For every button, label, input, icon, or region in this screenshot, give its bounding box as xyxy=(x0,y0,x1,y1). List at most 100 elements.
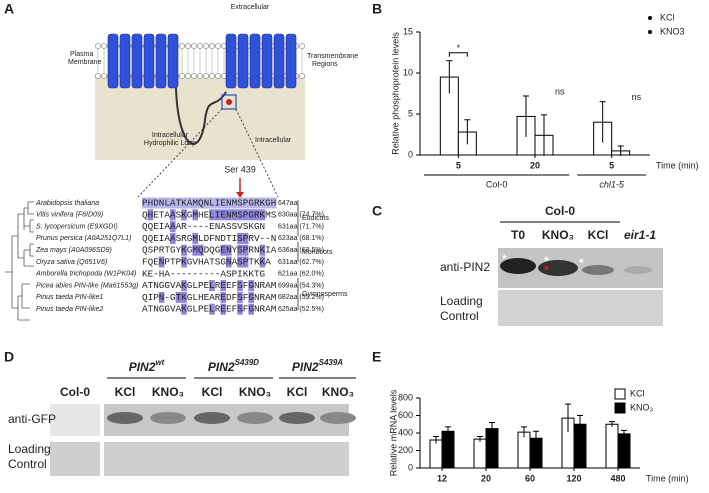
helix xyxy=(119,33,131,89)
loop xyxy=(175,87,227,145)
row-label: Loading xyxy=(440,294,483,308)
helix xyxy=(107,33,119,89)
lane-label: KNO₃ xyxy=(239,385,271,399)
lipid-head xyxy=(209,73,215,79)
group-label: Col-0 xyxy=(486,179,508,189)
helix xyxy=(249,33,261,89)
conserved-cell xyxy=(181,244,187,256)
bar xyxy=(441,430,455,469)
row-label: Control xyxy=(440,309,479,323)
site-label: Ser 439 xyxy=(224,164,256,174)
conserved-cell xyxy=(231,197,238,209)
zoom-line xyxy=(235,108,279,198)
blot-c: Col-0 anti-PIN2 Loading Control xyxy=(440,204,663,326)
band xyxy=(624,266,652,274)
x-tick-label: 480 xyxy=(610,473,625,483)
helix xyxy=(273,33,285,89)
group-label: PIN2S439D xyxy=(208,358,259,374)
helix xyxy=(237,33,249,89)
legend-label: KCl xyxy=(630,388,645,398)
conserved-cell xyxy=(147,197,154,209)
length: 699aa (54.3%) xyxy=(278,282,324,289)
lane-label: KNO₃ xyxy=(152,385,184,399)
conserved-cell xyxy=(186,197,193,209)
conserved-cell xyxy=(270,197,277,209)
species: Arabidopsis thaliana xyxy=(35,200,99,207)
conserved-cell xyxy=(147,209,154,221)
x-tick-label: 20 xyxy=(481,473,491,483)
helix xyxy=(225,33,237,89)
conserved-cell xyxy=(181,291,187,303)
legend-marker xyxy=(614,388,626,400)
lipid-head xyxy=(197,43,203,49)
legend-label: KNO₃ xyxy=(630,402,654,412)
lipid-head xyxy=(299,73,305,79)
conserved-cell xyxy=(198,244,204,256)
conserved-cell xyxy=(142,197,148,209)
panel-label: D xyxy=(4,349,14,365)
lipid-head xyxy=(215,43,221,49)
sequence: KE-HA---------ASPIKKTG xyxy=(142,268,266,279)
x-axis-title: Time (min) xyxy=(656,160,699,170)
membrane-diagram: Extracellular Plasma Membrane Transmembr… xyxy=(68,4,358,198)
band xyxy=(538,260,578,276)
conserved-cell xyxy=(226,197,232,209)
legend-marker xyxy=(648,16,652,20)
sig-bracket xyxy=(448,52,468,57)
sequence: ATNGGVAKGLPELREEFSFGNRAM xyxy=(142,304,276,315)
lane-label: KNO₃ xyxy=(542,228,574,242)
lane-label: eir1-1 xyxy=(624,228,656,242)
annotation: * xyxy=(457,43,461,53)
conserved-cell xyxy=(254,197,260,209)
site-arrow-head xyxy=(236,192,244,198)
bar xyxy=(517,431,531,469)
tree xyxy=(5,201,34,321)
legend-label: KCl xyxy=(660,12,675,22)
species: Picea abies PIN-like (Ma61553g) xyxy=(36,282,138,289)
y-tick-label: 5 xyxy=(408,108,413,118)
row-label: anti-PIN2 xyxy=(440,260,490,274)
conserved-cell xyxy=(220,303,226,315)
conserved-cell xyxy=(220,197,226,209)
helix xyxy=(261,33,273,89)
clade: Monocots xyxy=(302,249,333,256)
panel-label: E xyxy=(372,349,381,365)
lipid-head xyxy=(185,73,191,79)
helices xyxy=(107,33,297,89)
conserved-cell xyxy=(214,197,221,209)
lane-label: KCl xyxy=(287,385,308,399)
conserved-cell xyxy=(170,221,176,233)
length: 630aa (74.7%) xyxy=(278,212,324,219)
conserved-cell xyxy=(259,244,266,256)
conserved-cell xyxy=(175,197,182,209)
conserved-cell xyxy=(220,244,226,256)
lane-label: T0 xyxy=(511,228,525,242)
conserved-cell xyxy=(203,197,210,209)
y-tick-label: 10 xyxy=(403,67,413,77)
control-label: Col-0 xyxy=(60,385,90,399)
conserved-cell xyxy=(248,197,254,209)
conserved-cell xyxy=(248,291,254,303)
row-label: Control xyxy=(8,457,47,471)
loading-blot xyxy=(104,442,349,476)
label: Intracellular xyxy=(152,132,189,139)
label: Extracellular xyxy=(231,4,270,11)
x-tick-label: 5 xyxy=(456,160,461,170)
loading-blot xyxy=(50,442,100,476)
lipid-head xyxy=(179,43,185,49)
conserved-cell xyxy=(209,303,215,315)
helix xyxy=(131,33,143,89)
group-label: PIN2S439A xyxy=(292,358,343,374)
sequence: QQEIAASRGMLDFNDTISPRV--N xyxy=(142,233,276,244)
x-tick-label: 5 xyxy=(609,160,614,170)
label: Plasma xyxy=(70,51,93,58)
lipid-head xyxy=(209,43,215,49)
site-dot xyxy=(226,99,232,105)
legend-marker xyxy=(614,402,626,414)
species: Vitis vinifera (F6ID09) xyxy=(36,212,103,219)
conserved-cell xyxy=(231,209,238,221)
y-tick-label: 200 xyxy=(398,445,413,455)
bar xyxy=(617,433,631,469)
sequence: ATNGGVAKGLPELREEFSFGNRAM xyxy=(142,280,276,291)
panel-label: C xyxy=(372,203,382,219)
